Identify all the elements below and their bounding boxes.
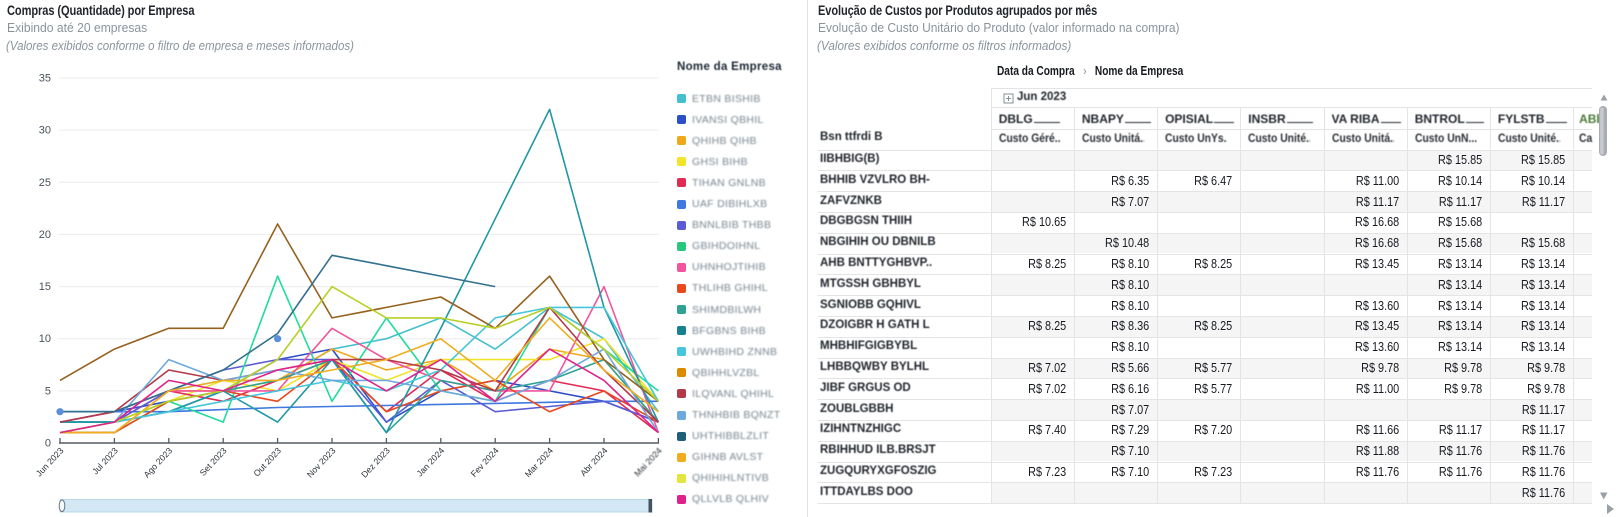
svg-text:0: 0 — [45, 438, 51, 450]
svg-text:Dez 2023: Dez 2023 — [359, 445, 392, 479]
svg-text:Jul 2023: Jul 2023 — [90, 445, 120, 476]
svg-text:15: 15 — [39, 281, 51, 293]
svg-text:10: 10 — [39, 333, 51, 345]
svg-text:Ago 2023: Ago 2023 — [142, 445, 175, 479]
svg-text:Abr 2024: Abr 2024 — [578, 445, 609, 478]
svg-text:Out 2023: Out 2023 — [251, 445, 283, 478]
svg-text:Mai 2024: Mai 2024 — [632, 445, 664, 478]
svg-text:35: 35 — [39, 73, 51, 85]
svg-text:Jan 2024: Jan 2024 — [415, 445, 447, 478]
svg-text:30: 30 — [39, 125, 51, 137]
svg-text:Jun 2023: Jun 2023 — [34, 445, 66, 478]
svg-text:25: 25 — [39, 177, 51, 189]
svg-text:5: 5 — [45, 385, 51, 397]
svg-text:Set 2023: Set 2023 — [198, 445, 229, 477]
svg-text:Mar 2024: Mar 2024 — [523, 445, 555, 479]
svg-text:Nov 2023: Nov 2023 — [305, 445, 338, 479]
svg-text:20: 20 — [39, 229, 51, 241]
svg-text:Fev 2024: Fev 2024 — [469, 445, 501, 478]
